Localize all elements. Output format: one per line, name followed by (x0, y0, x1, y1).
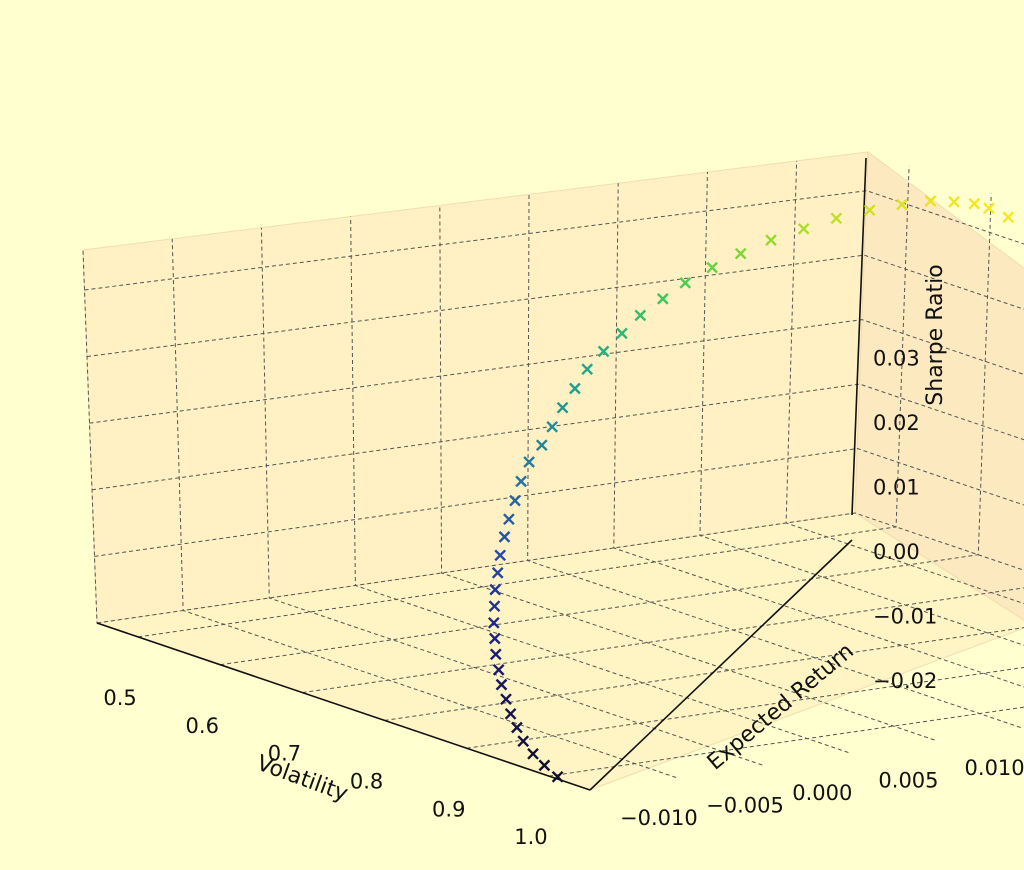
data-point (969, 199, 979, 209)
data-point (1003, 212, 1013, 222)
y-tick-label: −0.010 (620, 806, 698, 830)
z-tick-label: 0.00 (873, 540, 920, 564)
x-tick-label: 0.6 (186, 714, 219, 738)
data-point (949, 197, 959, 207)
z-tick-label: −0.01 (873, 605, 937, 629)
x-tick-label: 0.8 (350, 769, 383, 793)
z-tick-label: 0.02 (873, 411, 920, 435)
z-tick-label: 0.01 (873, 476, 920, 500)
x-tick-label: 1.0 (514, 825, 547, 849)
y-tick-label: 0.010 (965, 756, 1024, 780)
x-axis-title: Volatility (253, 751, 351, 807)
x-tick-label: 0.9 (432, 797, 465, 821)
y-tick-label: 0.000 (792, 781, 852, 805)
z-axis-title: Sharpe Ratio (923, 264, 948, 405)
data-point (984, 203, 994, 213)
y-tick-label: 0.005 (878, 769, 938, 793)
z-tick-label: 0.03 (873, 347, 920, 371)
z-tick-label: −0.02 (873, 669, 937, 693)
y-tick-label: −0.005 (706, 794, 784, 818)
x-tick-label: 0.5 (103, 686, 136, 710)
